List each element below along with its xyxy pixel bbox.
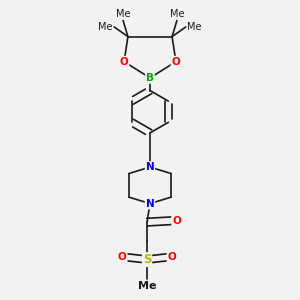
Text: O: O	[172, 216, 181, 226]
Text: Me: Me	[170, 9, 184, 19]
Text: N: N	[146, 199, 154, 208]
Text: S: S	[143, 253, 151, 266]
Text: O: O	[167, 252, 176, 262]
Text: N: N	[146, 162, 154, 172]
Text: Me: Me	[98, 22, 113, 32]
Text: B: B	[146, 73, 154, 83]
Text: O: O	[120, 57, 128, 67]
Text: O: O	[118, 252, 127, 262]
Text: O: O	[172, 57, 180, 67]
Text: Me: Me	[187, 22, 202, 32]
Text: Me: Me	[138, 281, 156, 291]
Text: Me: Me	[116, 9, 130, 19]
